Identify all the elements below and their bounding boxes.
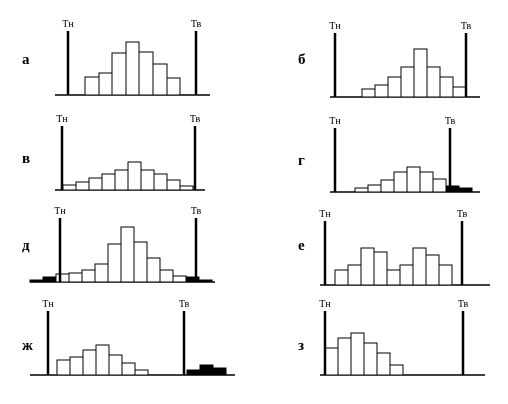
bar (134, 369, 149, 376)
limit-label: Тн (56, 114, 68, 125)
bar (445, 185, 460, 193)
bar (367, 184, 382, 193)
bar (121, 362, 136, 376)
bar (350, 332, 365, 376)
limit-label: Тв (461, 21, 472, 32)
bar (198, 279, 213, 283)
bar (374, 84, 389, 98)
bar (166, 77, 181, 96)
bar (387, 76, 402, 98)
bar (179, 185, 194, 191)
panel-letter: ж (22, 338, 33, 354)
bar (172, 275, 187, 283)
bar (133, 241, 148, 283)
bar (438, 264, 453, 286)
panel-letter: а (22, 52, 30, 68)
panel-letter: б (298, 52, 306, 68)
bar (324, 347, 339, 376)
bar (212, 367, 227, 376)
bar (419, 171, 434, 193)
bar (373, 251, 388, 286)
bar (146, 257, 161, 283)
bar (68, 272, 83, 283)
bar (107, 243, 122, 283)
bar (114, 169, 129, 191)
bar (69, 356, 84, 376)
bar (400, 66, 415, 98)
bar (81, 269, 96, 283)
bar (360, 247, 375, 286)
bar (120, 226, 135, 283)
bar (88, 177, 103, 191)
bar (413, 48, 428, 98)
bar (389, 364, 404, 376)
bar (199, 364, 214, 376)
panel-letter: д (22, 238, 30, 254)
bar (426, 66, 441, 98)
bar (412, 247, 427, 286)
limit-label: Тн (42, 299, 54, 310)
bar (386, 269, 401, 286)
bar (361, 88, 376, 98)
limit-label: Тн (319, 209, 331, 220)
bar (42, 276, 57, 283)
limit-label: Тн (319, 299, 331, 310)
limit-label: Тв (179, 299, 190, 310)
bar (166, 179, 181, 191)
bar (94, 263, 109, 283)
bar (140, 169, 155, 191)
limit-label: Тн (329, 116, 341, 127)
bar (334, 269, 349, 286)
limit-label: Тн (54, 206, 66, 217)
bar (406, 166, 421, 193)
limit-label: Тн (62, 19, 74, 30)
limit-label: Тв (191, 206, 202, 217)
bar (95, 344, 110, 376)
bar (29, 279, 44, 283)
bar (439, 76, 454, 98)
bar (432, 178, 447, 193)
bar (108, 354, 123, 376)
bar (56, 359, 71, 376)
panel-letter: в (22, 151, 30, 167)
bar (458, 187, 473, 193)
limit-label: Тв (190, 114, 201, 125)
bar (125, 41, 140, 96)
bar (186, 369, 201, 376)
bar (376, 352, 391, 376)
panel-letter: е (298, 238, 305, 254)
bar (354, 187, 369, 193)
bar (337, 337, 352, 376)
bar (393, 171, 408, 193)
bar (380, 179, 395, 193)
bar (55, 273, 70, 283)
bar (101, 173, 116, 191)
limit-label: Тв (458, 299, 469, 310)
bar (399, 264, 414, 286)
bar (98, 72, 113, 96)
limit-label: Тв (457, 209, 468, 220)
panel-letter: з (298, 338, 304, 354)
bar (62, 184, 77, 191)
bar (425, 254, 440, 286)
limit-label: Тв (445, 116, 456, 127)
bar (347, 264, 362, 286)
bar (84, 76, 100, 96)
bar (159, 269, 174, 283)
limit-label: Тв (191, 19, 202, 30)
bar (452, 86, 467, 98)
bar (363, 342, 378, 376)
panel-letter: г (298, 153, 305, 169)
bar (138, 51, 154, 96)
bar (75, 181, 90, 191)
limit-label: Тн (329, 21, 341, 32)
bar (127, 161, 142, 191)
bar (153, 173, 168, 191)
bar (152, 63, 168, 96)
bar (82, 349, 97, 376)
bar (111, 52, 127, 96)
